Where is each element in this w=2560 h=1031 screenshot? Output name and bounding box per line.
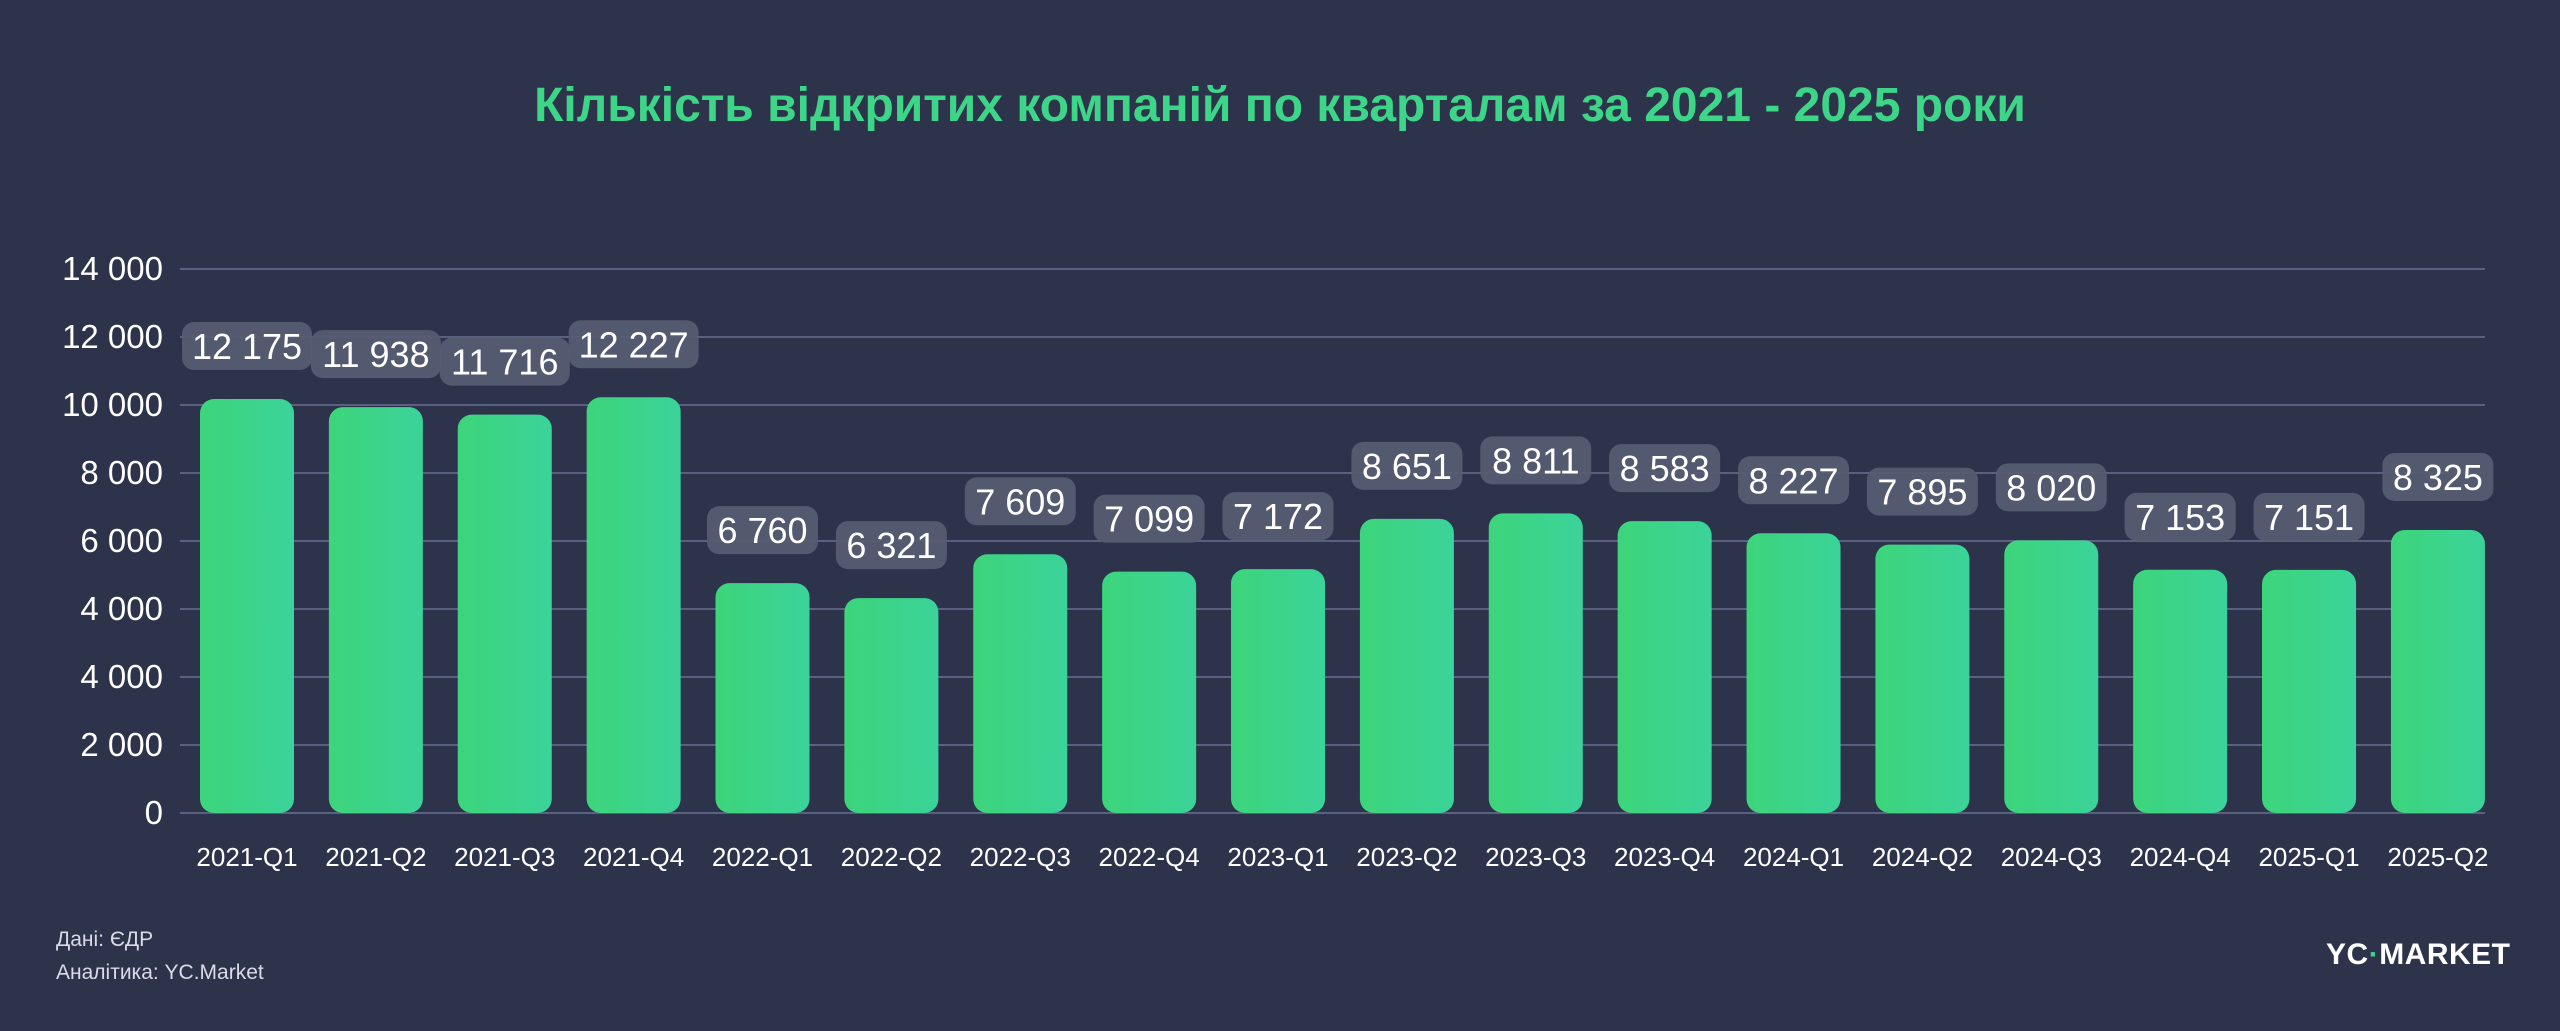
ycmarket-logo: YC·MARKET — [2326, 938, 2511, 972]
data-label-box — [182, 322, 312, 371]
data-label-box — [964, 477, 1076, 526]
logo-part-yc: YC — [2326, 938, 2369, 971]
data-label-box — [2124, 492, 2236, 541]
data-label: 8 325 — [2393, 457, 2483, 498]
data-label: 8 811 — [1492, 440, 1579, 481]
x-tick-label: 2022-Q4 — [1099, 842, 1200, 872]
data-label: 7 172 — [1233, 496, 1323, 537]
bar — [586, 397, 681, 813]
data-label: 8 020 — [2006, 467, 2096, 508]
bar — [715, 583, 810, 813]
x-tick-label: 2023-Q1 — [1227, 842, 1328, 872]
data-label: 8 583 — [1620, 448, 1710, 489]
data-label: 11 716 — [451, 342, 558, 383]
y-tick-label: 14 000 — [62, 250, 163, 287]
data-label-box — [2382, 452, 2494, 501]
bar — [1488, 513, 1583, 813]
bar — [2262, 569, 2357, 813]
data-label-box — [1738, 456, 1850, 505]
data-label-box — [835, 521, 947, 570]
bar — [973, 554, 1068, 813]
x-tick-label: 2024-Q4 — [2130, 842, 2231, 872]
data-label: 7 153 — [2135, 497, 2225, 538]
bar — [1231, 569, 1326, 813]
bar — [200, 399, 294, 813]
data-label: 7 099 — [1104, 499, 1194, 540]
logo-dot: · — [2368, 938, 2380, 971]
data-label: 7 609 — [975, 481, 1065, 522]
data-label-box — [1866, 467, 1978, 516]
data-label: 7 151 — [2264, 497, 2354, 538]
data-label-box — [1351, 441, 1463, 490]
data-label-box — [1093, 494, 1205, 543]
bar — [1746, 533, 1841, 813]
bar — [457, 414, 552, 813]
x-tick-label: 2022-Q3 — [970, 842, 1071, 872]
y-tick-label: 6 000 — [80, 522, 163, 559]
data-label: 12 227 — [579, 324, 689, 365]
data-label: 6 760 — [717, 510, 807, 551]
x-tick-label: 2024-Q1 — [1743, 842, 1844, 872]
x-tick-label: 2021-Q1 — [196, 842, 297, 872]
x-tick-label: 2021-Q4 — [583, 842, 684, 872]
x-axis-ticks: 2021-Q1 2021-Q2 2021-Q3 2021-Q4 2022-Q1 2022-… — [196, 842, 2488, 872]
data-label-box — [2253, 492, 2365, 541]
gridlines — [180, 268, 2485, 814]
logo-part-market: MARKET — [2379, 938, 2511, 971]
x-tick-label: 2025-Q1 — [2258, 842, 2359, 872]
data-label: 12 175 — [192, 326, 302, 367]
x-tick-label: 2023-Q2 — [1356, 842, 1457, 872]
data-label-box — [1995, 463, 2107, 512]
data-label: 11 938 — [322, 334, 429, 375]
x-tick-label: 2025-Q2 — [2387, 842, 2488, 872]
data-label-box — [1480, 436, 1592, 485]
data-label-box — [1222, 492, 1334, 541]
data-label: 8 227 — [1748, 460, 1838, 501]
bar — [844, 598, 939, 813]
y-tick-label: 0 — [145, 794, 163, 831]
x-tick-label: 2022-Q2 — [841, 842, 942, 872]
y-tick-label: 2 000 — [80, 726, 163, 763]
data-label-box — [310, 330, 441, 379]
data-label-box — [439, 337, 570, 386]
bar — [2004, 540, 2099, 813]
y-tick-label: 12 000 — [62, 318, 163, 355]
x-tick-label: 2024-Q3 — [2001, 842, 2102, 872]
data-label-box — [1609, 444, 1721, 493]
x-tick-label: 2023-Q3 — [1485, 842, 1586, 872]
data-label: 7 895 — [1877, 472, 1967, 513]
data-labels: 12 175 11 938 11 716 12 227 6 760 6 321 7 609 7… — [182, 320, 2494, 570]
data-label-box — [568, 320, 699, 369]
source-note: Дані: ЄДР — [56, 928, 154, 951]
bar — [2390, 529, 2485, 813]
x-tick-label: 2023-Q4 — [1614, 842, 1715, 872]
x-tick-label: 2021-Q3 — [454, 842, 555, 872]
chart-title: Кількість відкритих компаній по квартала… — [534, 79, 2026, 132]
bar — [1617, 521, 1712, 813]
y-tick-label: 4 000 — [80, 590, 163, 627]
bars — [200, 397, 2485, 813]
analytics-note: Аналітика: YC.Market — [56, 961, 264, 984]
data-label: 8 651 — [1362, 446, 1452, 487]
y-tick-label: 8 000 — [80, 454, 163, 491]
x-tick-label: 2024-Q2 — [1872, 842, 1973, 872]
y-axis-ticks: 0 2 000 4 000 4 000 6 000 8 000 10 000 12 000 14… — [62, 250, 163, 831]
data-label: 6 321 — [846, 525, 936, 566]
bar — [328, 407, 423, 813]
bar — [1359, 518, 1454, 813]
y-tick-label: 4 000 — [80, 658, 163, 695]
x-tick-label: 2021-Q2 — [325, 842, 426, 872]
bar — [1102, 571, 1197, 813]
bar — [1875, 544, 1970, 813]
bar — [2133, 569, 2228, 813]
y-tick-label: 10 000 — [62, 386, 163, 423]
data-label-box — [707, 506, 819, 555]
x-tick-label: 2022-Q1 — [712, 842, 813, 872]
